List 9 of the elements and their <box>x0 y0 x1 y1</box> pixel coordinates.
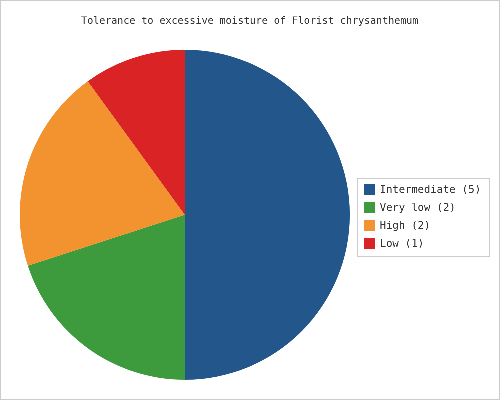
legend-label: Very low (2) <box>380 202 456 214</box>
legend-label: Intermediate (5) <box>380 184 482 196</box>
legend-label: Low (1) <box>380 238 424 250</box>
pie-slice <box>20 82 185 266</box>
pie-slice <box>28 215 185 380</box>
chart-title: Tolerance to excessive moisture of Florist chrysanthemum <box>81 16 419 27</box>
pie-slice <box>88 50 185 215</box>
pie-slice <box>185 50 350 380</box>
legend-label: High (2) <box>380 220 431 232</box>
